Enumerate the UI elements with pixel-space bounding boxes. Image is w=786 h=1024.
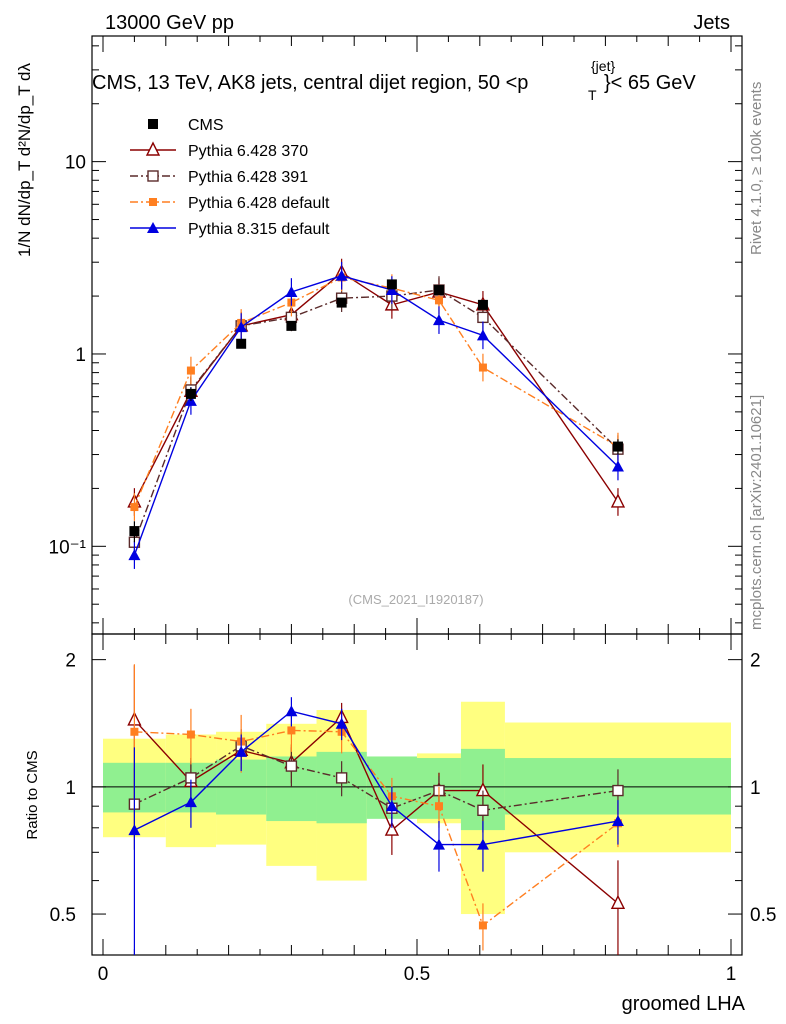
cms-point [433, 285, 444, 296]
main-y-tick-label: 1 [75, 345, 86, 366]
x-tick-label: 0.5 [404, 964, 430, 985]
legend: CMS Pythia 6.428 370 Pythia 6.428 391 Pythi… [130, 117, 330, 238]
main-series [127, 258, 626, 569]
rivet-label: Rivet 4.1.0, ≥ 100k events [748, 82, 765, 255]
ratio-point [285, 705, 298, 717]
x-tick-label: 1 [726, 964, 737, 985]
ratio-point [335, 717, 348, 729]
x-axis-label: groomed LHA [622, 993, 746, 1015]
ratio-y-tick-label: 2 [65, 651, 76, 672]
ratio-y-tick-label: 0.5 [50, 905, 76, 926]
series-line-2 [133, 276, 619, 508]
cms-point [477, 299, 488, 310]
energy-label: 13000 GeV pp [105, 12, 234, 34]
ratio-point [130, 727, 139, 736]
ratio-point [184, 796, 197, 808]
ratio-point [476, 838, 489, 850]
series-point [611, 460, 624, 472]
ratio-point [611, 815, 624, 827]
series-point [186, 366, 195, 375]
legend-label: Pythia 6.428 default [188, 195, 330, 212]
series-point [476, 329, 489, 341]
legend-label: CMS [188, 117, 224, 134]
series-point [385, 284, 398, 296]
main-y-tick-label: 10⁻¹ [49, 537, 87, 558]
ratio-point [612, 784, 624, 797]
cms-point [386, 279, 397, 290]
series-point [434, 296, 443, 305]
legend-marker [147, 170, 159, 182]
legend-marker [149, 198, 157, 206]
ratio-point [432, 838, 445, 850]
axes-frame [91, 35, 743, 956]
cms-point [185, 388, 196, 399]
ratio-y-tick-label-right: 2 [750, 651, 761, 672]
ratio-point [335, 772, 348, 784]
series-point [610, 493, 626, 508]
legend-marker [147, 222, 159, 233]
cms-point [612, 441, 623, 452]
mcplots-label: mcplots.cern.ch [arXiv:2401.10621] [748, 395, 765, 630]
legend-marker [145, 141, 161, 156]
series-line-1 [133, 289, 619, 543]
ratio-point [385, 800, 398, 812]
uncertainty-bands [103, 701, 731, 915]
series-line-3 [133, 275, 619, 556]
ratio-y-tick-label-right: 1 [750, 778, 761, 799]
cms-point [236, 338, 247, 349]
ratio-point [434, 802, 443, 811]
ratio-y-label: Ratio to CMS [24, 750, 41, 839]
series-point [432, 314, 445, 326]
plot-title-sub: T [588, 87, 597, 103]
plot-title-end: }< 65 GeV [604, 72, 696, 94]
ratio-point [186, 730, 195, 739]
analysis-label: (CMS_2021_I1920187) [348, 592, 483, 607]
series-point [335, 269, 348, 281]
ratio-point [128, 824, 141, 836]
main-y-label: 1/N dN/dp_T d²N/dp_T dλ [15, 62, 34, 257]
series-point [235, 321, 248, 333]
cms-point [336, 297, 347, 308]
ratio-point [285, 760, 298, 772]
legend-label: Pythia 6.428 370 [188, 143, 308, 160]
ratio-point [478, 921, 487, 930]
plot-title-main: CMS, 13 TeV, AK8 jets, central dijet reg… [92, 72, 528, 94]
legend-label: Pythia 8.315 default [188, 221, 330, 238]
series-point [478, 363, 487, 372]
ratio-point [384, 821, 400, 836]
series-point [128, 549, 141, 561]
x-tick-label: 0 [98, 964, 109, 985]
series-point [285, 285, 298, 297]
series-line-0 [133, 271, 619, 503]
tick-labels: 10⁻¹ 1 10 0.5 0.5 1 1 2 2 0 0.5 1 [49, 153, 777, 985]
series-point [130, 503, 139, 512]
ratio-y-tick-label-right: 0.5 [750, 905, 776, 926]
plot-title-super: {jet} [591, 58, 615, 74]
cms-point [286, 320, 297, 331]
ratio-point [235, 745, 248, 757]
legend-label: Pythia 6.428 391 [188, 169, 308, 186]
legend-marker [148, 119, 158, 129]
main-y-tick-label: 10 [65, 153, 86, 174]
ratio-point [477, 804, 489, 817]
ratio-point [610, 894, 626, 910]
plot-title: CMS, 13 TeV, AK8 jets, central dijet reg… [92, 72, 528, 94]
ratio-point [287, 726, 296, 735]
ratio-y-tick-label: 1 [65, 778, 76, 799]
jets-label: Jets [693, 12, 730, 34]
ratio-series [127, 664, 626, 955]
cms-point [129, 526, 140, 537]
series-point [477, 311, 489, 324]
